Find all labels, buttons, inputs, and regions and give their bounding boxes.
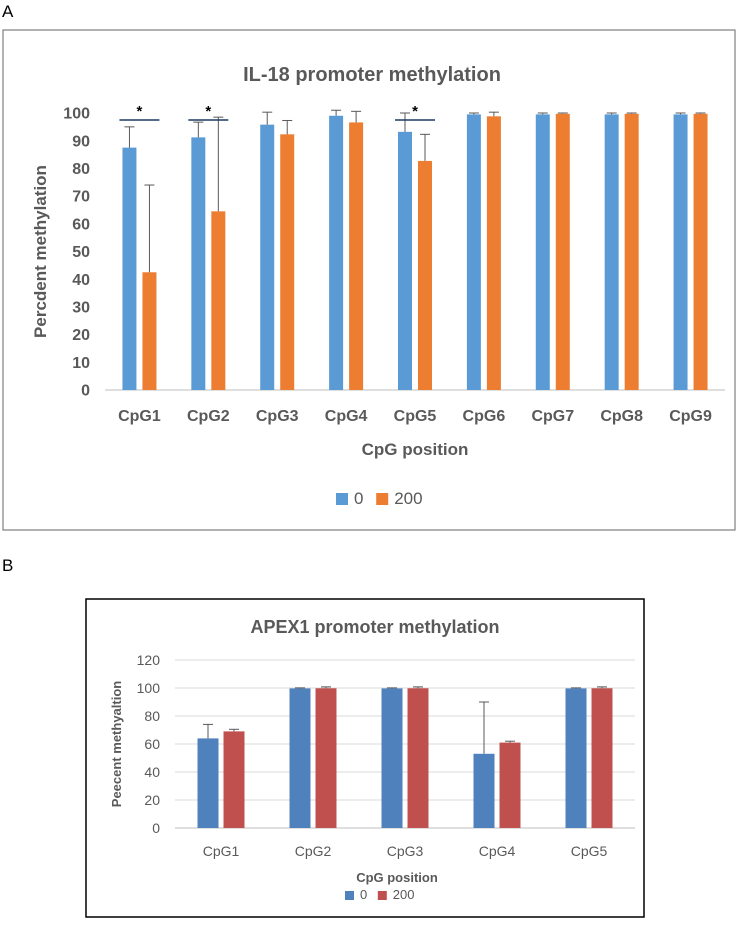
il18-xtick-label: CpG6 [463,408,506,425]
il18-xtick-label: CpG4 [325,408,368,425]
il18-bar-cpg5-s200 [418,160,432,390]
il18-bar-cpg4-s200 [349,122,364,390]
il18-bar-cpg3-s0 [260,124,275,390]
il18-legend-swatch-s0 [336,493,348,505]
il18-ytick-label: 20 [72,327,90,344]
il18-bar-cpg1-s200 [142,272,157,390]
il18-xtick-label: CpG3 [256,408,299,425]
il18-ytick-label: 90 [72,133,90,150]
il18-ytick-label: 70 [72,189,90,206]
apex1-bar-cpg4-s200 [499,742,521,828]
il18-legend-label-s200: 200 [394,489,422,508]
apex1-legend-label-s200: 200 [393,887,415,902]
il18-ytick-label: 0 [81,383,90,400]
il18-bar-cpg8-s200 [624,113,639,391]
il18-legend-label-s0: 0 [354,489,363,508]
apex1-legend-swatch-s200 [377,891,387,900]
il18-xtick-label: CpG2 [187,408,230,425]
il18-bar-cpg4-s0 [329,115,344,391]
apex1-ytick-label: 100 [137,680,161,696]
apex1-ytick-label: 80 [144,708,160,724]
il18-bar-cpg7-s0 [535,114,550,390]
apex1-y-title: Peecent methyaltion [109,681,124,807]
il18-ytick-label: 60 [72,216,90,233]
il18-xtick-label: CpG1 [118,408,161,425]
il18-ytick-label: 80 [72,161,90,178]
il18-bar-cpg5-s0 [398,131,412,390]
apex1-xtick-label: CpG3 [387,843,424,859]
il18-bar-cpg9-s200 [693,113,708,391]
apex1-legend-label-s0: 0 [360,887,367,902]
il18-bar-cpg6-s200 [486,116,501,390]
il18-bar-cpg9-s0 [673,114,688,390]
apex1-ytick-label: 20 [144,792,160,808]
il18-significance-star: * [137,103,143,120]
il18-y-title: Percdent methylation [31,165,50,338]
il18-xtick-label: CpG5 [394,408,437,425]
il18-ytick-label: 40 [72,272,90,289]
apex1-xtick-label: CpG1 [203,843,240,859]
apex1-bar-cpg2-s200 [315,688,337,828]
apex1-bar-cpg1-s200 [223,731,245,828]
apex1-bar-cpg3-s200 [407,688,429,828]
apex1-bar-cpg4-s0 [473,753,495,828]
il18-bar-cpg6-s0 [466,114,481,390]
apex1-ytick-label: 120 [137,652,161,668]
il18-bar-cpg3-s200 [280,134,295,390]
il18-ytick-label: 10 [72,355,90,372]
apex1-bar-cpg3-s0 [381,688,403,828]
il18-title: IL-18 promoter methylation [243,64,501,86]
apex1-bar-cpg5-s0 [565,688,587,828]
il18-x-title: CpG position [362,440,469,459]
apex1-bar-cpg1-s0 [197,738,219,828]
panel-b-label: B [2,556,14,575]
il18-bar-cpg2-s0 [191,137,206,390]
il18-ytick-label: 30 [72,300,90,317]
apex1-bar-cpg5-s200 [591,688,613,828]
il18-xtick-label: CpG8 [600,408,643,425]
apex1-x-title: CpG position [356,870,438,885]
apex1-title: APEX1 promoter methylation [250,617,499,637]
panel-a-label: A [2,2,14,21]
il18-significance-star: * [412,103,418,120]
il18-ytick-label: 50 [72,244,90,261]
apex1-xtick-label: CpG4 [479,843,516,859]
il18-bar-cpg7-s200 [555,113,570,391]
apex1-xtick-label: CpG5 [571,843,608,859]
il18-ytick-label: 100 [63,106,90,123]
apex1-frame [85,598,645,918]
apex1-xtick-label: CpG2 [295,843,332,859]
apex1-bar-cpg2-s0 [289,688,311,828]
il18-bar-cpg2-s200 [211,211,226,390]
apex1-ytick-label: 40 [144,764,160,780]
il18-bar-cpg1-s0 [122,147,137,390]
apex1-legend-swatch-s0 [345,891,354,900]
il18-legend-swatch-s200 [376,493,389,505]
apex1-ytick-label: 0 [152,820,160,836]
il18-xtick-label: CpG9 [669,408,712,425]
il18-bar-cpg8-s0 [604,114,619,390]
il18-xtick-label: CpG7 [531,408,574,425]
apex1-ytick-label: 60 [144,736,160,752]
il18-significance-star: * [205,103,211,120]
